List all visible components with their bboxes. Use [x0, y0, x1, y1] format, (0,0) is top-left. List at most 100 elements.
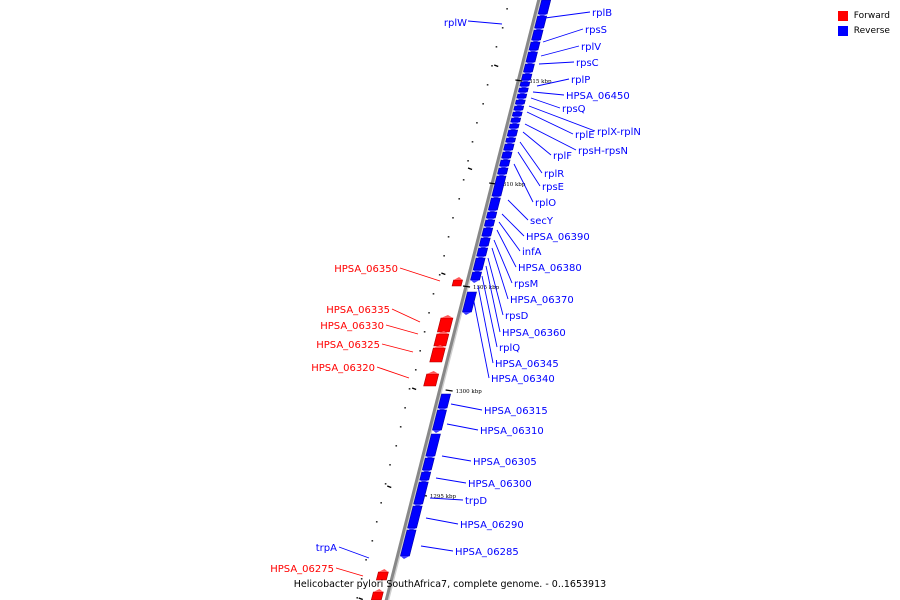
reverse-gene-block — [485, 211, 498, 219]
reverse-gene-block — [478, 237, 491, 247]
gene-label-hpsa-06350: HPSA_06350 — [334, 264, 398, 275]
gene-label-hpsa-06310: HPSA_06310 — [480, 426, 544, 437]
reverse-gene-block — [499, 159, 511, 167]
gene-label-rplb: rplB — [592, 8, 612, 19]
axis-tick-mark — [462, 179, 465, 181]
gene-label-rplp: rplP — [571, 75, 590, 86]
gene-label-hpsa-06380: HPSA_06380 — [518, 263, 582, 274]
leader-line — [467, 20, 503, 25]
reverse-gene-arrow — [534, 28, 544, 31]
axis-tick-mark — [408, 388, 411, 390]
scale-tick — [445, 389, 453, 392]
axis-dash — [493, 64, 499, 68]
leader-line — [485, 265, 501, 333]
reverse-gene-arrow — [531, 40, 541, 43]
reverse-gene-arrow — [525, 62, 535, 65]
reverse-gene-block — [503, 143, 515, 151]
reverse-gene-arrow — [497, 174, 507, 177]
forward-gene-block — [433, 333, 450, 347]
gene-label-hpsa-06315: HPSA_06315 — [484, 406, 548, 417]
leader-line — [450, 403, 483, 411]
forward-gene-arrow — [426, 371, 439, 374]
forward-gene-block — [370, 591, 384, 600]
leader-line — [477, 285, 494, 364]
gene-label-hpsa-06360: HPSA_06360 — [502, 328, 566, 339]
reverse-gene-arrow — [513, 110, 523, 113]
gene-label-trpa: trpA — [316, 543, 337, 554]
axis-tick-mark — [356, 597, 359, 599]
forward-gene-arrow — [373, 589, 384, 592]
reverse-gene-block — [497, 167, 509, 175]
leader-line — [338, 546, 370, 559]
axis-tick-mark — [423, 331, 426, 333]
leader-line — [526, 111, 574, 135]
leader-line — [487, 257, 504, 316]
reverse-gene-arrow — [516, 98, 526, 101]
reverse-gene-arrow — [519, 86, 529, 89]
reverse-gene-arrow — [484, 226, 494, 229]
scale-label: 1305 kbp — [473, 285, 500, 291]
axis-tick-mark — [506, 8, 508, 10]
gene-label-hpsa-06340: HPSA_06340 — [491, 374, 555, 385]
gene-label-rpsh-rpsn: rpsH-rpsN — [578, 146, 628, 157]
forward-gene-arrow — [440, 315, 453, 318]
reverse-gene-arrow — [486, 218, 496, 221]
reverse-gene-arrow — [488, 210, 498, 213]
reverse-gene-arrow — [407, 528, 417, 531]
axis-tick-mark — [447, 236, 450, 238]
reverse-gene-block — [483, 219, 496, 227]
axis-tick-mark — [389, 464, 391, 466]
gene-label-hpsa-06450: HPSA_06450 — [566, 91, 630, 102]
genome-axis-line — [384, 0, 541, 600]
leader-line — [335, 567, 364, 577]
axis-tick-mark — [371, 540, 374, 542]
reverse-gene-arrow — [400, 556, 410, 559]
axis-tick-mark — [491, 65, 493, 67]
leader-line — [491, 247, 509, 300]
axis-tick-mark — [467, 160, 469, 162]
leader-line — [542, 28, 584, 43]
forward-gene-block — [423, 373, 440, 387]
axis-tick-mark — [395, 445, 398, 447]
scale-label: 1295 kbp — [430, 494, 457, 500]
reverse-gene-arrow — [481, 236, 491, 239]
leader-line — [538, 61, 575, 65]
reverse-gene-block — [521, 73, 533, 81]
reverse-gene-arrow — [523, 72, 533, 75]
forward-gene-block — [451, 279, 463, 287]
gene-label-rpse: rpsE — [542, 182, 564, 193]
gene-label-hpsa-06390: HPSA_06390 — [526, 232, 590, 243]
reverse-gene-arrow — [473, 270, 483, 273]
axis-tick-mark — [365, 559, 367, 561]
gene-label-hpsa-06330: HPSA_06330 — [320, 321, 384, 332]
reverse-gene-arrow — [538, 14, 548, 17]
reverse-gene-arrow — [470, 280, 480, 283]
reverse-gene-arrow — [510, 122, 520, 125]
reverse-gene-arrow — [499, 166, 509, 169]
leader-line — [435, 477, 467, 484]
leader-line — [496, 229, 517, 268]
axis-tick-mark — [482, 103, 484, 105]
reverse-gene-arrow — [505, 142, 515, 145]
leader-line — [524, 123, 577, 151]
leader-line — [481, 275, 498, 348]
axis-tick-mark — [452, 217, 454, 219]
gene-label-hpsa-06320: HPSA_06320 — [311, 363, 375, 374]
leader-line — [420, 545, 454, 552]
gene-label-infa: infA — [522, 247, 542, 258]
axis-tick-mark — [360, 578, 363, 580]
legend-item-reverse: Reverse — [837, 23, 890, 38]
gene-label-rplq: rplQ — [499, 343, 520, 354]
reverse-gene-arrow — [501, 158, 511, 161]
reverse-gene-arrow — [476, 256, 486, 259]
gene-label-rplo: rplO — [535, 198, 556, 209]
axis-tick-mark — [458, 198, 461, 200]
scale-tick — [515, 79, 523, 82]
gene-label-rpsq: rpsQ — [562, 104, 586, 115]
gene-label-trpd: trpD — [465, 496, 487, 507]
reverse-gene-block — [528, 41, 541, 51]
leader-line — [507, 199, 529, 221]
leader-line — [532, 91, 565, 96]
gene-label-hpsa-06345: HPSA_06345 — [495, 359, 559, 370]
